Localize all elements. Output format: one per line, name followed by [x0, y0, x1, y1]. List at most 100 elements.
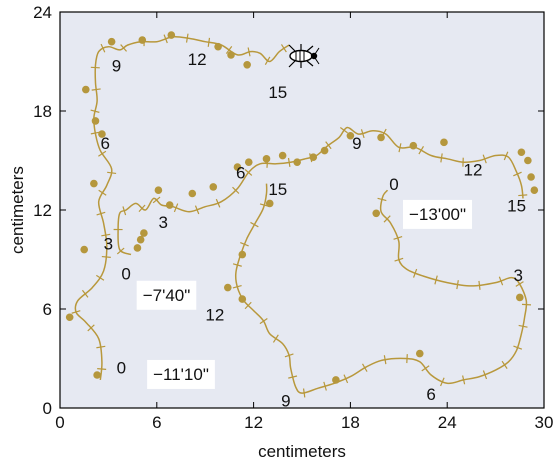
- time-tick-mark: [232, 186, 240, 194]
- food-dot: [154, 186, 163, 194]
- time-tick-mark: [101, 233, 111, 237]
- time-tick-mark: [398, 143, 402, 153]
- y-tick-label: 12: [33, 201, 52, 220]
- walk-paths: [71, 33, 532, 398]
- duration-annotations: −11'10" −7'40" −13'00": [136, 199, 473, 389]
- food-dot: [530, 186, 539, 194]
- y-tick-label: 24: [33, 3, 52, 22]
- time-label: 9: [352, 134, 361, 153]
- time-label: 3: [104, 235, 113, 254]
- time-tick-mark: [360, 129, 365, 139]
- food-dot: [409, 141, 418, 150]
- time-label: 3: [513, 266, 522, 285]
- y-tick-label: 18: [33, 102, 52, 121]
- x-tick-label: 0: [55, 413, 64, 432]
- time-tick-mark: [207, 37, 211, 47]
- food-dot: [138, 36, 147, 44]
- time-tick-mark: [513, 171, 522, 177]
- x-tick-label: 24: [438, 413, 457, 432]
- food-dot: [167, 31, 176, 39]
- food-dots: [65, 31, 539, 384]
- time-label: 3: [159, 213, 168, 232]
- time-tick-mark: [393, 236, 403, 240]
- time-tick-mark: [383, 355, 387, 365]
- food-dot: [214, 42, 222, 51]
- time-tick-mark: [498, 276, 504, 286]
- time-label: 9: [281, 391, 290, 410]
- y-axis-title: centimeters: [8, 166, 27, 254]
- y-tick-label: 0: [43, 399, 52, 418]
- food-dot: [524, 156, 532, 165]
- time-tick-mark: [325, 141, 332, 150]
- time-tick-mark: [518, 194, 528, 197]
- time-tick-mark: [482, 154, 487, 164]
- annotation-box: [147, 359, 215, 389]
- time-tick-mark: [215, 198, 221, 208]
- time-tick-mark: [98, 150, 107, 157]
- time-tick-mark: [87, 324, 95, 332]
- time-label: 12: [205, 306, 224, 325]
- time-tick-mark: [264, 56, 271, 65]
- food-dot: [209, 183, 218, 191]
- time-label: 6: [236, 164, 245, 183]
- food-dot: [372, 209, 381, 218]
- time-tick-mark: [440, 377, 445, 387]
- food-dot: [93, 371, 101, 379]
- food-dot: [238, 295, 247, 303]
- time-tick-mark: [225, 46, 233, 54]
- food-dot: [309, 153, 318, 161]
- food-dot: [244, 158, 253, 166]
- time-tick-mark: [287, 157, 291, 167]
- walk-path-1: [74, 35, 290, 380]
- time-tick-mark: [288, 375, 298, 379]
- x-tick-label: 6: [152, 413, 161, 432]
- time-label: 0: [117, 358, 126, 377]
- time-tick-mark: [97, 368, 107, 370]
- time-tick-mark: [173, 203, 179, 213]
- time-label: 0: [389, 175, 398, 194]
- duration-annotation: −7'40": [143, 286, 191, 305]
- time-label: 15: [268, 180, 287, 199]
- time-tick-mark: [185, 33, 189, 43]
- time-tick-mark: [284, 353, 294, 358]
- food-dot: [233, 163, 242, 171]
- time-tick-mark: [259, 318, 268, 325]
- time-tick-mark: [120, 44, 127, 52]
- time-tick-mark: [247, 47, 251, 57]
- food-dot: [91, 117, 100, 125]
- food-dot: [107, 37, 116, 46]
- x-tick-label: 12: [244, 413, 263, 432]
- y-tick-label: 6: [43, 300, 52, 319]
- x-axis-title: centimeters: [258, 442, 346, 461]
- time-tick-mark: [482, 370, 488, 380]
- time-tick-mark: [90, 131, 100, 135]
- time-tick-mark: [361, 363, 368, 372]
- food-dot: [238, 250, 247, 259]
- food-dot: [133, 244, 142, 252]
- time-tick-mark: [478, 280, 481, 290]
- time-tick-mark: [232, 263, 242, 267]
- food-dot: [227, 51, 235, 59]
- food-dot: [136, 235, 145, 244]
- time-tick-mark: [513, 345, 523, 350]
- time-tick-mark: [434, 275, 438, 285]
- time-tick-mark: [339, 127, 348, 134]
- duration-annotation: −11'10": [153, 365, 209, 384]
- time-tick-mark: [280, 44, 287, 53]
- time-tick-mark: [116, 247, 125, 255]
- duration-annotation: −13'00": [409, 205, 466, 224]
- x-tick-label: 30: [535, 413, 554, 432]
- time-tick-mark: [100, 43, 106, 53]
- food-dot: [243, 61, 251, 69]
- food-dot: [262, 155, 271, 163]
- food-dot: [516, 293, 524, 302]
- time-label: 12: [188, 50, 207, 69]
- time-tick-mark: [503, 151, 509, 161]
- food-dot: [293, 158, 301, 166]
- food-dot: [90, 179, 98, 188]
- time-tick-mark: [98, 189, 107, 196]
- time-tick-mark: [250, 221, 259, 228]
- food-dot: [265, 199, 274, 208]
